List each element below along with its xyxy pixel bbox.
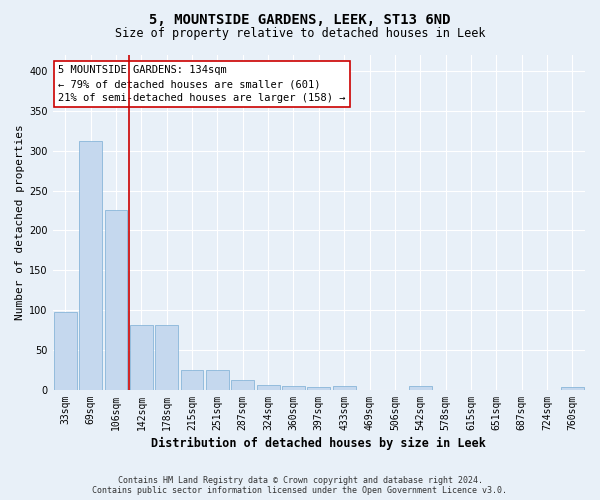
Bar (282, 386, 305, 390)
Text: Size of property relative to detached houses in Leek: Size of property relative to detached ho… (115, 28, 485, 40)
Text: 5, MOUNTSIDE GARDENS, LEEK, ST13 6ND: 5, MOUNTSIDE GARDENS, LEEK, ST13 6ND (149, 12, 451, 26)
Bar (307, 386, 330, 390)
Bar (257, 385, 280, 390)
Bar (232, 380, 254, 390)
Text: 5 MOUNTSIDE GARDENS: 134sqm
← 79% of detached houses are smaller (601)
21% of se: 5 MOUNTSIDE GARDENS: 134sqm ← 79% of det… (58, 65, 346, 103)
Y-axis label: Number of detached properties: Number of detached properties (15, 124, 25, 320)
Bar (54, 312, 77, 390)
X-axis label: Distribution of detached houses by size in Leek: Distribution of detached houses by size … (151, 437, 486, 450)
Bar (104, 210, 127, 390)
Bar (130, 326, 153, 390)
Bar (206, 370, 229, 390)
Bar (561, 388, 584, 390)
Text: Contains HM Land Registry data © Crown copyright and database right 2024.
Contai: Contains HM Land Registry data © Crown c… (92, 476, 508, 495)
Bar (409, 386, 431, 390)
Bar (333, 386, 356, 390)
Bar (155, 326, 178, 390)
Bar (79, 141, 102, 390)
Bar (181, 370, 203, 390)
